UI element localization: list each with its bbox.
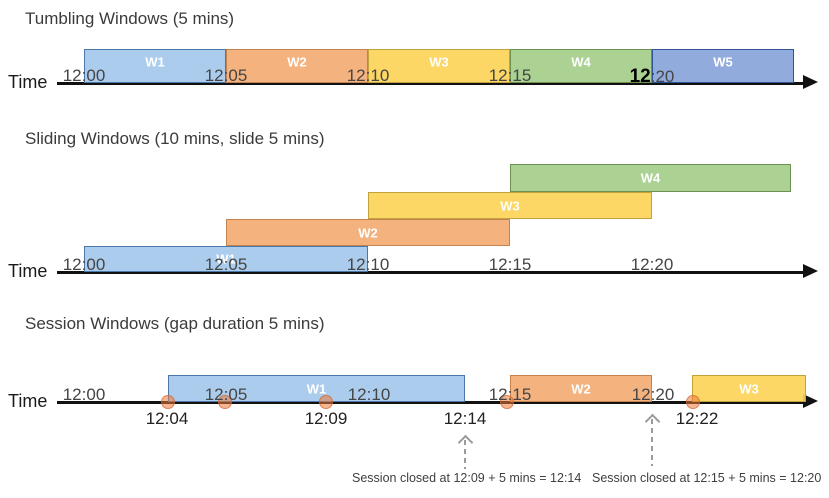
window-box: W1 [168,375,465,402]
window-box: W1 [84,49,226,83]
window-label: W1 [216,251,236,267]
time-tick: 12:05 [204,385,248,404]
annotation-arrow [464,440,466,469]
time-tick: 12:20 [630,67,675,86]
window-box: W2 [510,375,652,402]
time-tick: 12:05 [204,255,248,274]
event-dot [218,395,232,409]
time-axis-label: Time [8,72,48,92]
event-time-label: 12:22 [675,409,719,428]
time-tick: 12:10 [346,66,390,85]
time-axis [57,271,806,274]
window-box: W5 [652,49,794,83]
time-tick: 12:15 [488,66,532,85]
window-label: W3 [739,381,759,396]
section-title: Tumbling Windows (5 mins) [25,9,235,28]
annotation-arrow [651,419,653,466]
window-label: W1 [145,54,165,70]
window-label: W3 [429,54,449,70]
time-tick: 12:10 [346,255,390,274]
window-label: W1 [306,381,327,396]
window-box: W3 [692,375,806,402]
window-label: W4 [640,170,661,186]
time-axis [57,82,806,85]
event-time-label: 12:14 [443,409,487,428]
time-tick: 12:00 [62,66,106,85]
window-label: W2 [287,54,307,70]
axis-arrowhead-icon [803,394,818,408]
time-tick: 12:20 [631,385,675,404]
axis-arrowhead-icon [803,264,818,278]
window-box: W2 [226,49,368,83]
window-box: W4 [510,49,652,83]
time-tick: 12:00 [62,255,106,274]
time-tick-minutes: :20 [650,67,675,86]
annotation-text: Session closed at 12:15 + 5 mins = 12:20 [592,471,822,485]
axis-arrowhead-icon [803,75,818,89]
section-title: Session Windows (gap duration 5 mins) [25,314,325,333]
time-axis-label: Time [8,261,48,281]
annotation-arrowhead-icon [644,413,661,430]
event-dot [161,395,175,409]
window-label: W2 [358,225,378,240]
time-axis [57,401,806,404]
window-box: W3 [368,192,652,219]
time-tick: 12:20 [630,255,674,274]
event-time-label: 12:09 [304,409,348,428]
time-tick: 12:05 [204,66,248,85]
time-tick: 12:10 [347,385,391,404]
time-tick: 12:15 [488,385,532,404]
event-dot [686,395,700,409]
event-dot [319,395,333,409]
window-label: W5 [713,54,733,70]
annotation-text: Session closed at 12:09 + 5 mins = 12:14 [352,471,582,485]
time-tick: 12:00 [62,385,106,404]
event-dot [500,395,514,409]
window-label: W2 [571,381,591,396]
window-box: W1 [84,246,368,272]
window-label: W3 [500,198,520,213]
time-axis-label: Time [8,391,48,411]
window-label: W4 [571,54,591,70]
annotation-arrowhead-icon [457,434,474,451]
window-box: W2 [226,219,510,246]
window-box: W3 [368,49,510,83]
event-time-label: 12:04 [145,409,189,428]
window-box: W4 [510,164,791,192]
section-title: Sliding Windows (10 mins, slide 5 mins) [25,129,325,148]
time-tick-hour: 12 [629,66,651,87]
time-tick: 12:15 [488,255,532,274]
